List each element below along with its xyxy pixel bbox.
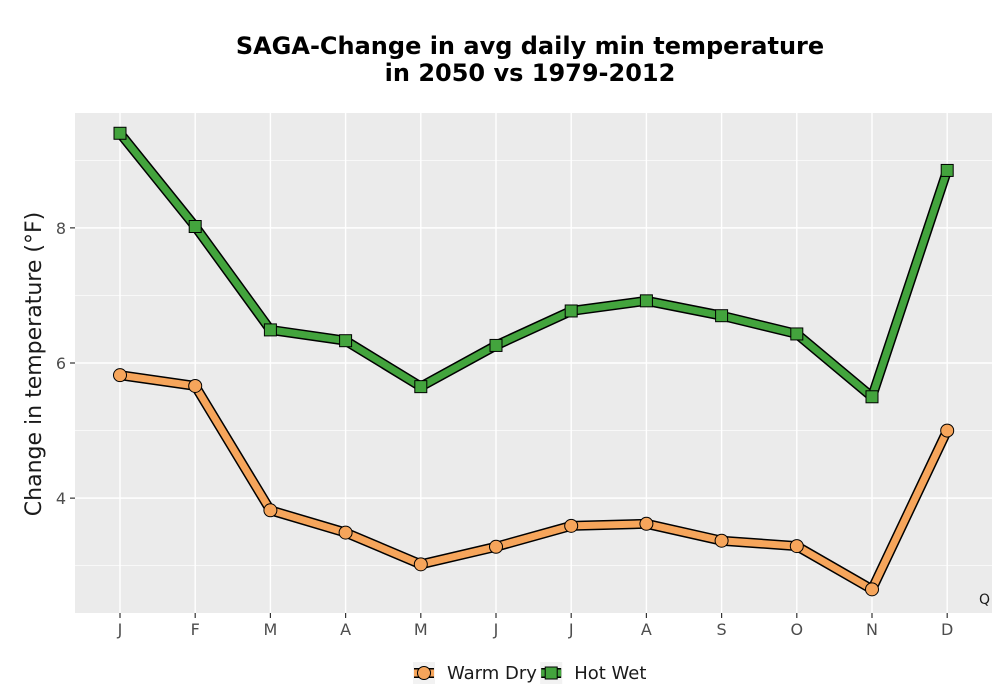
x-tick-label: F	[191, 620, 200, 639]
y-axis: 4 6 8	[56, 219, 75, 508]
legend-label-hot-wet: Hot Wet	[574, 663, 646, 684]
point-warm-dry	[263, 503, 278, 518]
x-tick-label: J	[568, 620, 574, 639]
corner-label: Q	[979, 592, 990, 608]
point-hot-wet	[263, 323, 277, 337]
legend-key-marker-warm-dry	[417, 666, 431, 680]
y-tick-label: 6	[56, 354, 66, 373]
y-tick-label: 8	[56, 219, 66, 238]
x-tick-label: J	[117, 620, 123, 639]
point-hot-wet	[564, 304, 578, 318]
point-hot-wet	[113, 126, 127, 140]
chart-title-line2: in 2050 vs 1979-2012	[385, 59, 676, 87]
point-hot-wet	[489, 338, 503, 352]
x-tick-label: N	[866, 620, 878, 639]
point-warm-dry	[188, 378, 203, 393]
point-hot-wet	[639, 294, 653, 308]
point-warm-dry	[789, 539, 804, 554]
y-axis-label: Change in temperature (°F)	[22, 212, 47, 516]
point-hot-wet	[715, 309, 729, 323]
point-hot-wet	[339, 334, 353, 348]
point-warm-dry	[564, 518, 579, 533]
x-tick-label: M	[414, 620, 428, 639]
legend-label-warm-dry: Warm Dry	[447, 663, 537, 684]
legend: Warm Dry Hot Wet	[413, 662, 646, 684]
x-tick-label: O	[791, 620, 804, 639]
point-warm-dry	[865, 582, 879, 597]
point-hot-wet	[865, 390, 879, 404]
point-hot-wet	[414, 380, 428, 394]
chart-title-line1: SAGA-Change in avg daily min temperature	[236, 32, 824, 60]
point-warm-dry	[714, 533, 729, 548]
y-tick-label: 4	[56, 489, 66, 508]
point-warm-dry	[338, 525, 353, 540]
x-tick-label: D	[941, 620, 953, 639]
x-tick-label: A	[641, 620, 652, 639]
point-hot-wet	[188, 220, 202, 234]
series-line-warm-dry	[116, 371, 951, 593]
point-warm-dry	[940, 423, 955, 438]
point-warm-dry	[489, 539, 503, 554]
point-warm-dry	[113, 368, 127, 383]
series-layer	[113, 126, 955, 597]
point-hot-wet	[940, 163, 954, 177]
legend-key-marker-hot-wet	[544, 666, 558, 680]
point-hot-wet	[790, 327, 804, 341]
x-tick-label: S	[717, 620, 727, 639]
x-tick-label: A	[340, 620, 351, 639]
x-tick-label: M	[263, 620, 277, 639]
point-warm-dry	[639, 516, 654, 531]
point-warm-dry	[413, 557, 428, 572]
x-tick-label: J	[493, 620, 499, 639]
series-line-hot-wet	[116, 129, 951, 401]
